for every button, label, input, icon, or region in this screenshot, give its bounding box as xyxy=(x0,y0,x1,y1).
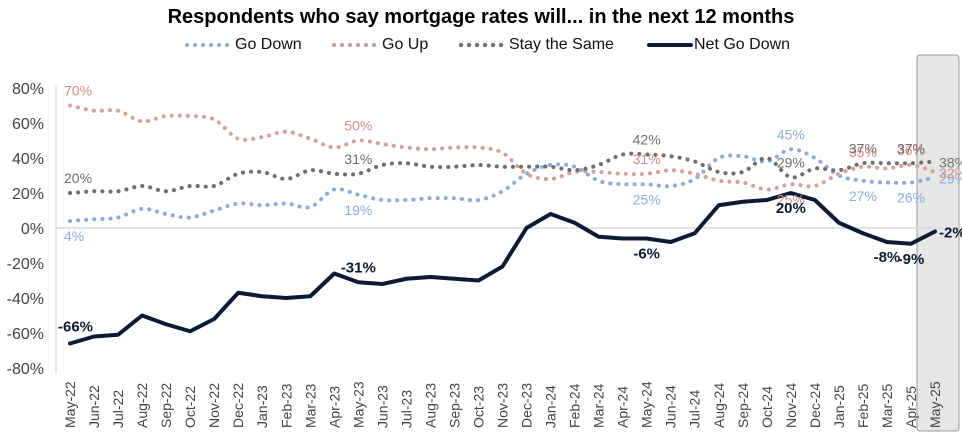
x-tick-label: May-25 xyxy=(927,381,943,428)
x-tick-label: Sep-23 xyxy=(446,383,462,428)
legend-swatch-go-down xyxy=(183,43,229,47)
data-label-stay-the-same: 31% xyxy=(344,151,372,167)
data-label-net-go-down: -31% xyxy=(341,259,376,276)
x-tick-label: Jun-22 xyxy=(86,385,102,428)
x-tick-label: Jan-25 xyxy=(831,385,847,428)
legend-swatch-net-go-down xyxy=(647,43,693,47)
y-tick-label: 20% xyxy=(12,186,44,203)
legend-item-stay-the-same: Stay the Same xyxy=(457,36,614,54)
data-label-go-up: 36% xyxy=(897,142,925,158)
data-label-go-up: 32% xyxy=(939,165,962,181)
x-tick-label: May-24 xyxy=(639,381,655,428)
x-tick-label: Feb-23 xyxy=(278,383,294,428)
x-tick-label: Aug-24 xyxy=(711,383,727,428)
highlight-box xyxy=(916,54,960,432)
data-label-stay-the-same: 38% xyxy=(939,155,962,171)
data-label-go-down: 26% xyxy=(897,190,925,206)
x-tick-label: Mar-23 xyxy=(302,383,318,428)
x-tick-label: Jul-23 xyxy=(398,390,414,428)
x-tick-label: Aug-23 xyxy=(422,383,438,428)
legend-label-go-up: Go Up xyxy=(382,36,429,53)
legend-item-go-up: Go Up xyxy=(330,36,428,54)
data-label-go-down: 25% xyxy=(633,191,661,207)
y-tick-label: -40% xyxy=(7,291,44,308)
y-tick-label: -60% xyxy=(7,326,44,343)
data-label-stay-the-same: 37% xyxy=(849,140,877,156)
x-tick-label: Mar-25 xyxy=(879,383,895,428)
x-tick-label: Dec-22 xyxy=(230,383,246,428)
x-tick-label: Nov-23 xyxy=(495,383,511,428)
x-tick-label: Sep-22 xyxy=(158,383,174,428)
legend-label-go-down: Go Down xyxy=(235,36,302,53)
x-tick-label: Jul-22 xyxy=(110,390,126,428)
data-label-stay-the-same: 37% xyxy=(897,140,925,156)
x-tick-label: Feb-25 xyxy=(855,383,871,428)
data-label-net-go-down: -6% xyxy=(633,246,660,263)
series-line-stay-the-same xyxy=(68,151,937,195)
data-label-stay-the-same: 42% xyxy=(633,132,661,148)
data-label-go-down: 4% xyxy=(64,228,84,244)
data-label-go-up: 31% xyxy=(633,151,661,167)
data-label-go-down: 45% xyxy=(777,126,805,142)
series-line-go-up xyxy=(68,103,937,192)
legend-label-stay-the-same: Stay the Same xyxy=(509,36,614,53)
data-label-net-go-down: -9% xyxy=(898,251,925,268)
x-tick-label: Jan-23 xyxy=(254,385,270,428)
x-tick-label: Nov-24 xyxy=(783,383,799,428)
y-tick-label: 60% xyxy=(12,116,44,133)
x-tick-label: Jun-24 xyxy=(663,385,679,428)
x-tick-label: Mar-24 xyxy=(591,383,607,428)
data-label-go-down: 27% xyxy=(849,188,877,204)
legend-swatch-go-up xyxy=(330,43,376,47)
data-label-stay-the-same: 29% xyxy=(777,154,805,170)
data-label-go-up: 70% xyxy=(64,83,92,99)
legend-item-go-down: Go Down xyxy=(183,36,302,54)
x-tick-label: Feb-24 xyxy=(567,383,583,428)
y-tick-label: 0% xyxy=(21,221,44,238)
x-tick-label: Nov-22 xyxy=(206,383,222,428)
data-label-go-up: 50% xyxy=(344,118,372,134)
data-label-net-go-down: -66% xyxy=(58,319,93,336)
x-tick-label: Jan-24 xyxy=(543,385,559,428)
x-tick-label: Apr-25 xyxy=(903,386,919,428)
x-tick-label: Apr-24 xyxy=(615,386,631,428)
x-tick-label: Jun-23 xyxy=(374,385,390,428)
data-label-net-go-down: -2% xyxy=(939,225,962,242)
x-tick-label: May-23 xyxy=(350,381,366,428)
x-tick-label: Dec-24 xyxy=(807,383,823,428)
x-tick-label: May-22 xyxy=(62,381,78,428)
x-tick-label: Apr-23 xyxy=(326,386,342,428)
legend-label-net-go-down: Net Go Down xyxy=(694,36,791,53)
x-tick-label: Oct-24 xyxy=(759,386,775,428)
data-label-go-down: 19% xyxy=(344,202,372,218)
legend-swatch-stay-the-same xyxy=(457,43,503,47)
x-tick-label: Aug-22 xyxy=(134,383,150,428)
x-tick-label: Oct-23 xyxy=(470,386,486,428)
data-label-net-go-down: 20% xyxy=(776,200,806,217)
data-label-go-up: 25% xyxy=(777,191,805,207)
data-label-net-go-down: -8% xyxy=(874,249,901,266)
x-tick-label: Oct-22 xyxy=(182,386,198,428)
data-label-go-down: 29% xyxy=(939,170,962,186)
data-label-stay-the-same: 20% xyxy=(64,170,92,186)
legend: Go Down Go Up Stay the Same Net Go Down xyxy=(0,36,962,56)
y-tick-label: -20% xyxy=(7,256,44,273)
y-tick-label: 80% xyxy=(12,81,44,98)
legend-item-net-go-down: Net Go Down xyxy=(647,36,790,54)
chart-title: Respondents who say mortgage rates will.… xyxy=(167,6,795,28)
x-tick-label: Dec-23 xyxy=(519,383,535,428)
x-tick-label: Jul-24 xyxy=(687,390,703,428)
data-label-go-up: 35% xyxy=(849,144,877,160)
y-tick-label: -80% xyxy=(7,361,44,378)
y-tick-label: 40% xyxy=(12,151,44,168)
x-tick-label: Sep-24 xyxy=(735,383,751,428)
